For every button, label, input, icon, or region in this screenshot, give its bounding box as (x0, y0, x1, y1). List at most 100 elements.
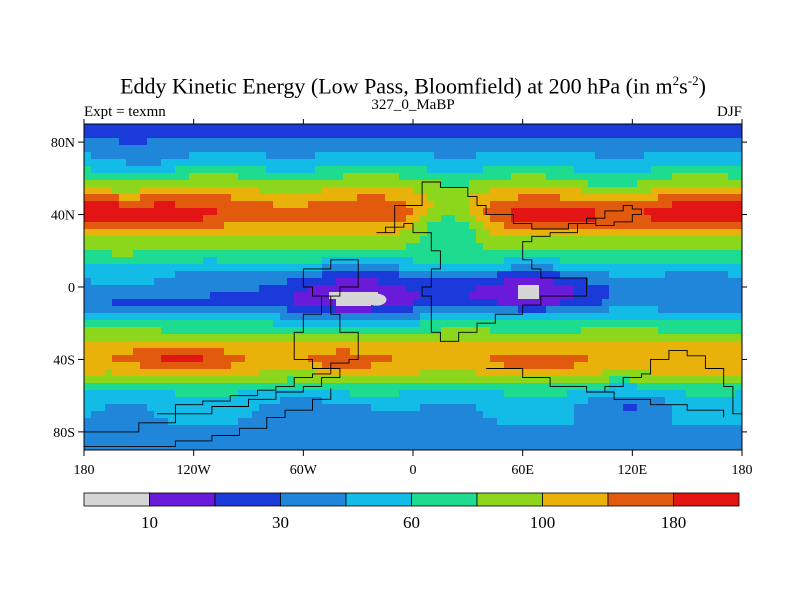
field-cell (434, 201, 470, 209)
field-cell (574, 362, 742, 370)
coastline-segment (376, 181, 597, 342)
title-text-s: s (679, 73, 688, 99)
field-cell (728, 271, 742, 279)
field-cell (91, 411, 155, 419)
field-cell (280, 313, 421, 321)
field-cell (476, 369, 603, 377)
coastline-segment (84, 368, 341, 433)
field-cell (84, 292, 211, 300)
field-cell (259, 285, 309, 293)
field-cell (84, 187, 113, 195)
colorbar-swatch (411, 492, 478, 507)
field-cell (497, 271, 561, 279)
field-cell (273, 201, 309, 209)
field-cell (539, 285, 575, 293)
field-cell (224, 348, 337, 356)
field-cell (399, 390, 505, 398)
field-cell (308, 201, 407, 209)
field-cell (658, 306, 742, 314)
field-cell (322, 187, 414, 195)
colorbar-swatch (345, 492, 412, 507)
field-cell (399, 264, 512, 272)
field-cell (560, 299, 603, 307)
field-cell (406, 201, 435, 209)
field-cell (84, 327, 162, 335)
field-cell (315, 152, 435, 160)
field-cell (84, 404, 106, 412)
field-cell (609, 306, 659, 314)
field-cell (686, 390, 736, 398)
field-cell (112, 369, 260, 377)
title-text: Eddy Kinetic Energy (Low Pass, Bloomfiel… (120, 73, 673, 99)
colorbar-swatch (673, 492, 740, 507)
continent-outline (84, 181, 742, 447)
field-cell (84, 138, 120, 146)
field-cell (266, 166, 316, 174)
field-cell (392, 355, 491, 363)
field-cell (518, 285, 540, 293)
field-cell (140, 194, 232, 202)
field-cell (574, 166, 652, 174)
field-cell (371, 362, 505, 370)
field-cell (161, 327, 442, 335)
y-tick-label: 40S (53, 353, 75, 368)
x-tick-label: 60E (511, 463, 534, 478)
field-cell (84, 250, 113, 258)
field-cell (336, 306, 372, 314)
field-cell (189, 173, 239, 181)
coastline-segment (84, 388, 332, 447)
field-cell (84, 425, 742, 433)
field-cell (427, 222, 470, 230)
field-cell (469, 180, 589, 188)
field-cell (259, 404, 372, 412)
field-cell (378, 278, 505, 286)
field-cell (588, 180, 638, 188)
field-cell (637, 383, 742, 391)
field-cell (413, 187, 491, 195)
field-cell (623, 404, 638, 412)
run-label: 327_0_MaBP (371, 97, 455, 113)
field-cell (413, 222, 428, 230)
field-cell (84, 159, 127, 167)
field-cell (84, 369, 106, 377)
field-cell (322, 257, 414, 265)
field-cell (595, 208, 645, 216)
field-cell (147, 404, 260, 412)
field-cell (588, 278, 742, 286)
field-cell (308, 285, 407, 293)
field-cell (287, 376, 295, 384)
field-cell (672, 201, 742, 209)
field-cell (287, 306, 337, 314)
field-cell (483, 411, 575, 419)
field-cell (217, 208, 414, 216)
field-cell (469, 292, 519, 300)
field-cell (224, 222, 414, 230)
field-cell (84, 173, 190, 181)
field-cell (560, 271, 610, 279)
field-cell (406, 285, 477, 293)
field-cell (469, 208, 484, 216)
field-cell (665, 397, 742, 405)
coastline-segment (595, 205, 642, 226)
field-cell (476, 285, 519, 293)
field-cell (469, 194, 519, 202)
field-cell (336, 278, 379, 286)
colorbar-swatch (607, 492, 674, 507)
field-cell (609, 271, 666, 279)
field-cell (238, 390, 351, 398)
field-cell (504, 362, 575, 370)
field-cell (231, 194, 358, 202)
field-cell (490, 327, 582, 335)
field-cell (672, 173, 729, 181)
field-cell (84, 271, 176, 279)
field-cell (84, 348, 134, 356)
field-cell (84, 418, 169, 426)
field-cell (112, 250, 134, 258)
x-tick-label: 60W (290, 463, 318, 478)
field-cell (217, 257, 323, 265)
field-cell (441, 327, 491, 335)
field-cell (483, 243, 742, 251)
field-cell (84, 285, 260, 293)
field-cell (581, 327, 659, 335)
y-tick-label: 80N (51, 136, 75, 151)
